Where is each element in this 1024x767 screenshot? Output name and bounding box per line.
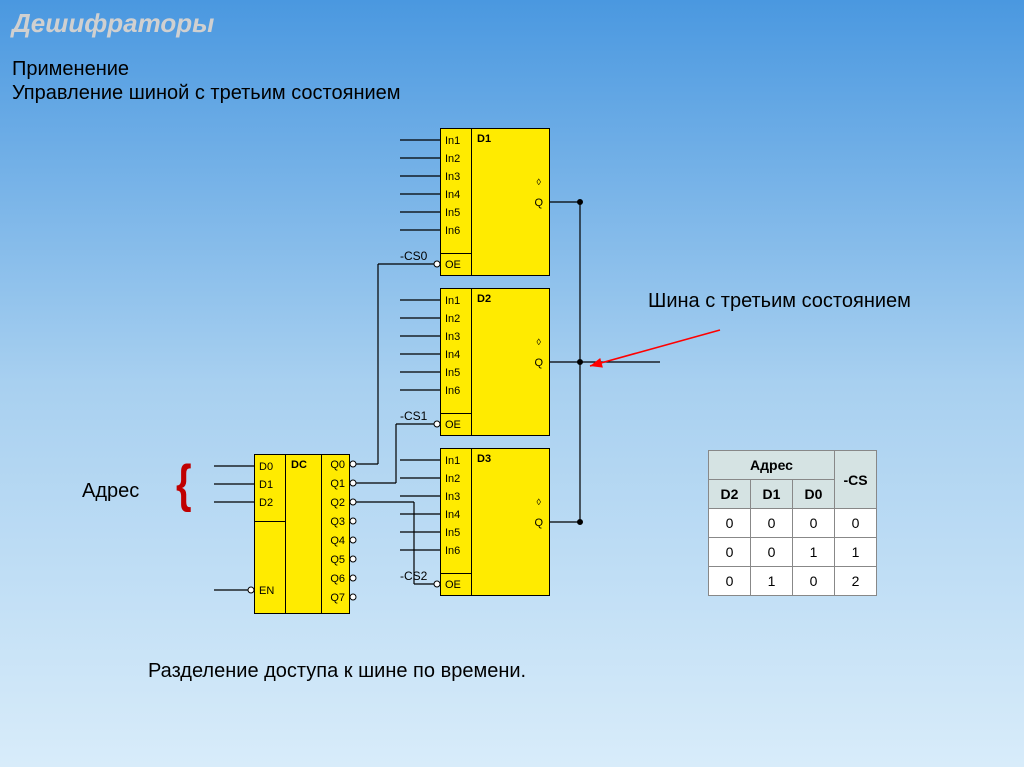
bracket-icon: { <box>176 455 192 514</box>
truth-table: Адрес-CSD2D1D0000000110102 <box>708 450 877 596</box>
address-label: Адрес <box>82 480 139 503</box>
page-title: Дешифраторы <box>12 8 214 39</box>
buffer-chip-d3: D3In1In2In3In4In5In6OEQ◊ <box>440 448 550 596</box>
svg-text:-CS1: -CS1 <box>400 409 428 423</box>
caption: Разделение доступа к шине по времени. <box>148 660 526 683</box>
buffer-chip-d2: D2In1In2In3In4In5In6OEQ◊ <box>440 288 550 436</box>
decoder-chip: DCD0D1D2ENQ0Q1Q2Q3Q4Q5Q6Q7 <box>254 454 350 614</box>
buffer-chip-d1: D1In1In2In3In4In5In6OEQ◊ <box>440 128 550 276</box>
subtitle-1: Применение <box>12 58 129 81</box>
bus-label: Шина с третьим состоянием <box>648 290 911 313</box>
subtitle-2: Управление шиной с третьим состоянием <box>12 82 401 105</box>
svg-text:-CS0: -CS0 <box>400 249 428 263</box>
svg-text:-CS2: -CS2 <box>400 569 428 583</box>
